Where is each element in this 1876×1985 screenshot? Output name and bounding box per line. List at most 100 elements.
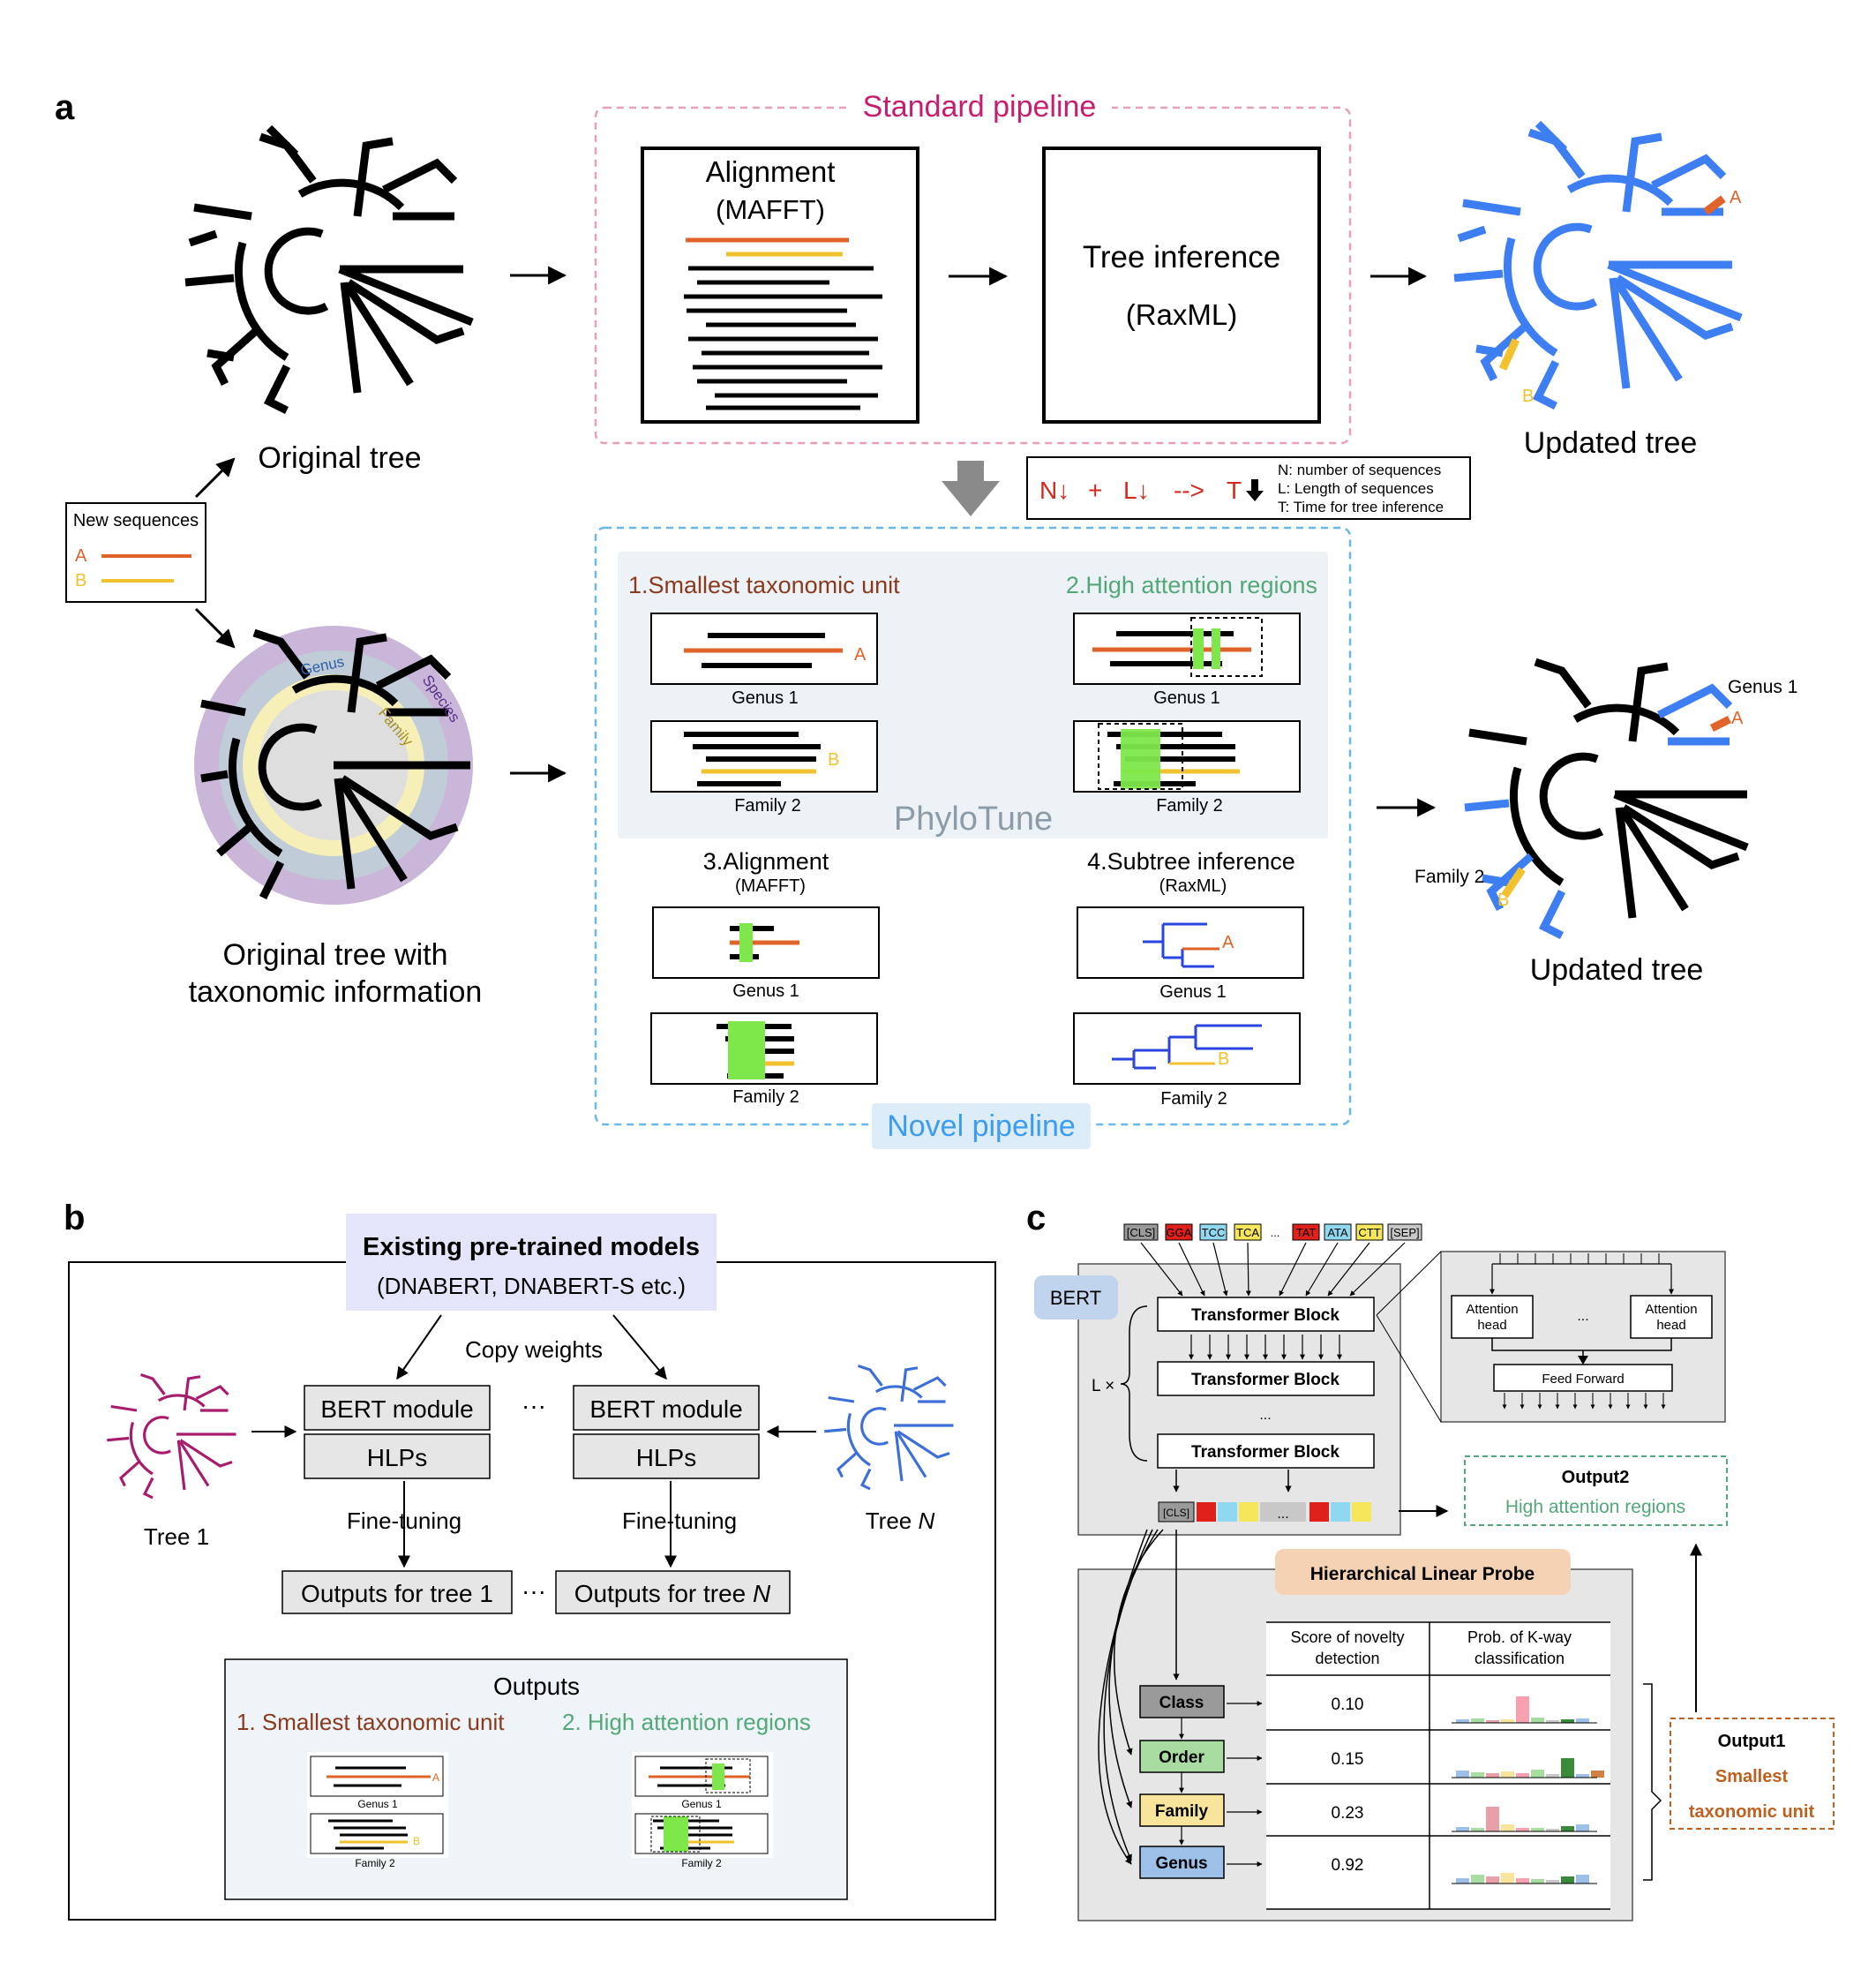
- taxonomic-tree-diagram: [194, 626, 473, 905]
- token-bg: [1165, 1223, 1193, 1241]
- level-box: [1139, 1740, 1225, 1773]
- prob-bar: [1486, 1807, 1499, 1831]
- mini-out1-genus: Genus 1: [357, 1798, 398, 1810]
- output2-box: [1464, 1455, 1728, 1526]
- prob-bar: [1471, 1718, 1484, 1723]
- hlps-right: [573, 1433, 760, 1479]
- token-label: CTT: [1358, 1226, 1380, 1239]
- token-bg: [1123, 1223, 1159, 1241]
- prob-bar: [1576, 1774, 1589, 1778]
- bert-module-right: [573, 1385, 760, 1431]
- bert-badge-label: BERT: [1050, 1287, 1101, 1309]
- transformer-block-1: [1157, 1297, 1375, 1332]
- standard-title-bg: [847, 86, 1112, 127]
- legend-l-text: L: Length of sequences: [1278, 480, 1434, 497]
- arrow-copy-left: [396, 1314, 442, 1380]
- prob-bar: [1516, 1828, 1529, 1831]
- out-token: [1331, 1502, 1350, 1522]
- prob-bar: [1486, 1876, 1499, 1883]
- l-brace: [1120, 1305, 1148, 1462]
- step3-genus1-label: Genus 1: [732, 981, 799, 1001]
- token-row: [CLS] GGA TCC TCA... TAT ATA CTT [SEP]: [1123, 1223, 1422, 1241]
- prob-bar: [1501, 1824, 1514, 1831]
- outputs-ellipsis: ···: [522, 1577, 546, 1605]
- updated-tree-blue-diagram: [1453, 120, 1743, 410]
- outputs-out1: 1. Smallest taxonomic unit: [236, 1709, 505, 1735]
- prob-bar: [1516, 1878, 1529, 1883]
- mini-out1-family: Family 2: [355, 1857, 395, 1869]
- token-bg: [1199, 1223, 1227, 1241]
- transformer-block-2-label: Transformer Block: [1191, 1371, 1339, 1389]
- legend-plus: +: [1088, 477, 1102, 504]
- step4-family2-box: [1073, 1012, 1301, 1085]
- existing-models-title: Existing pre-trained models: [363, 1233, 700, 1261]
- step1-family2-b: B: [828, 750, 839, 770]
- bottom-tree-a: A: [1731, 709, 1744, 728]
- treeN-diagram: [824, 1365, 954, 1491]
- attention-head-1-line2: head: [1477, 1318, 1506, 1333]
- step4-tool: (RaxML): [1159, 876, 1227, 896]
- novelty-score: 0.92: [1332, 1856, 1364, 1875]
- legend-t-text: T: Time for tree inference: [1278, 499, 1444, 515]
- step3-title: 3.Alignment: [703, 848, 829, 875]
- token-arrows: [1140, 1242, 1406, 1297]
- transformer-block-2: [1157, 1361, 1375, 1396]
- out-token: [1260, 1502, 1306, 1522]
- out-token: [1309, 1502, 1329, 1522]
- hlps-right-label: HLPs: [636, 1444, 696, 1471]
- panel-label-c: c: [1026, 1199, 1046, 1237]
- prob-bar: [1561, 1876, 1574, 1883]
- bert-module-left: [304, 1385, 491, 1431]
- bottom-tree-genus1: Genus 1: [1728, 677, 1797, 697]
- fine-tuning-right: Fine-tuning: [622, 1508, 737, 1534]
- mini-out1-b: B: [413, 1835, 420, 1847]
- transformer-block-3-label: Transformer Block: [1191, 1443, 1339, 1462]
- step2-family2-label: Family 2: [1156, 796, 1223, 816]
- existing-models-sub: (DNABERT, DNABERT-S etc.): [377, 1273, 686, 1299]
- step4-genus1-a: A: [1222, 933, 1234, 952]
- standard-pipeline-box: [594, 106, 1352, 445]
- alignment-sequences: [684, 237, 882, 410]
- hlps-left: [304, 1433, 491, 1479]
- prob-bar: [1546, 1880, 1559, 1883]
- novelty-score: 0.10: [1332, 1696, 1364, 1714]
- novelty-score: 0.15: [1332, 1750, 1364, 1769]
- outputs-treeN-box: [555, 1570, 791, 1614]
- novelty-score: 0.23: [1332, 1804, 1364, 1823]
- existing-models-box: [346, 1214, 717, 1311]
- level-label: Class: [1159, 1694, 1204, 1712]
- transformer-block-3: [1157, 1433, 1375, 1469]
- step1-genus1-label: Genus 1: [732, 688, 799, 708]
- prob-bar: [1561, 1758, 1574, 1778]
- arrow-to-taxonomic-tree: [194, 607, 236, 649]
- updated-tree-label-b: B: [1522, 387, 1534, 406]
- token-label: TCC: [1202, 1226, 1226, 1239]
- token-label: TAT: [1296, 1226, 1317, 1239]
- prob-bar: [1576, 1824, 1589, 1831]
- transformer-arrows: [1189, 1335, 1342, 1360]
- legend-arrow: -->: [1174, 477, 1204, 504]
- out-token: [1218, 1502, 1237, 1522]
- level-box: [1139, 1846, 1225, 1879]
- token-label: [CLS]: [1127, 1226, 1156, 1239]
- step1-genus1-a: A: [854, 645, 867, 665]
- bert-module-left-label: BERT module: [320, 1395, 473, 1423]
- output1-brace: [1643, 1683, 1662, 1881]
- output1-box: [1670, 1718, 1835, 1830]
- hlp-title: Hierarchical Linear Probe: [1310, 1564, 1535, 1584]
- hlp-row-family: Family 0.23: [1139, 1783, 1610, 1846]
- hlp-row-class: Class 0.10: [1139, 1685, 1597, 1740]
- output2-title: Output2: [1562, 1468, 1630, 1487]
- step4-title: 4.Subtree inference: [1087, 848, 1295, 875]
- gray-down-arrow: [942, 461, 1000, 516]
- token-bg: [1234, 1223, 1262, 1241]
- bert-module-right-label: BERT module: [589, 1395, 742, 1423]
- bert-ellipsis: ···: [522, 1392, 546, 1419]
- legend-n-text: N: number of sequences: [1278, 462, 1441, 478]
- tree1-label: Tree 1: [144, 1523, 209, 1550]
- arrow-to-original-tree: [194, 457, 236, 499]
- col1-line2: detection: [1315, 1650, 1379, 1667]
- level-box: [1139, 1685, 1225, 1718]
- updated-tree-label-a: A: [1730, 188, 1742, 207]
